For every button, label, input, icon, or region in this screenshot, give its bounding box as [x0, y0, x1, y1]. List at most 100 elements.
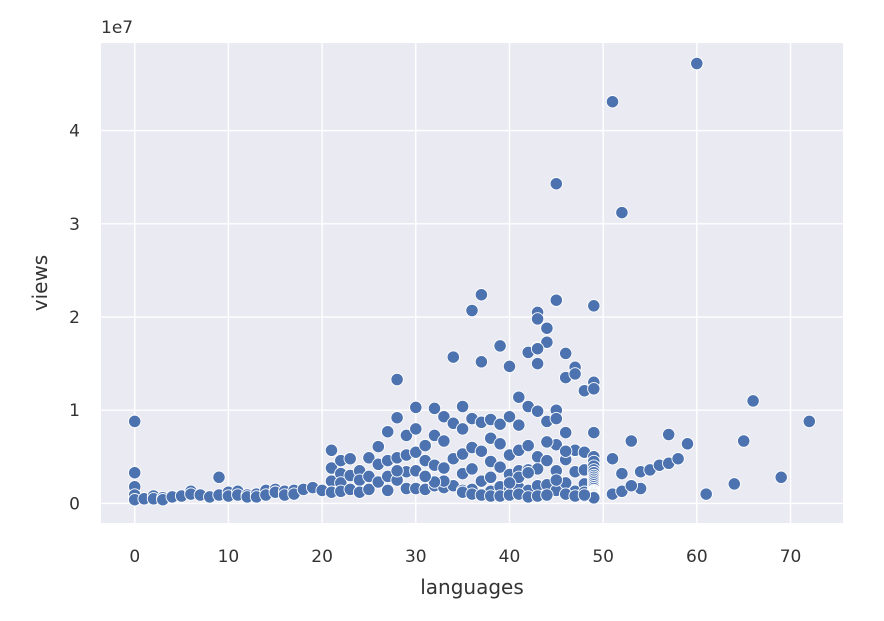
data-point	[624, 434, 638, 448]
data-point	[559, 425, 573, 440]
data-point	[671, 452, 685, 466]
data-point	[427, 401, 442, 416]
data-point	[418, 438, 432, 453]
x-tick-label: 50	[592, 547, 614, 567]
data-point	[624, 479, 638, 493]
data-point	[465, 303, 479, 318]
data-point	[493, 339, 507, 353]
data-point	[484, 470, 498, 484]
data-point	[381, 425, 395, 439]
y-tick-labels: 0 1 2 3 4	[69, 122, 80, 515]
data-point	[409, 400, 423, 415]
data-point	[540, 488, 554, 502]
data-point	[418, 469, 432, 484]
x-tick-label: 30	[405, 547, 427, 567]
data-point	[737, 434, 751, 448]
data-point	[474, 288, 489, 302]
scatter-points	[128, 56, 816, 507]
data-point	[502, 476, 517, 490]
data-point	[662, 427, 676, 442]
data-point	[615, 466, 629, 481]
data-point	[381, 483, 395, 498]
data-point	[774, 470, 788, 484]
y-tick-label: 0	[69, 494, 80, 514]
data-point	[559, 346, 573, 361]
data-point	[390, 372, 404, 387]
y-tick-label: 4	[69, 122, 80, 142]
data-point	[746, 394, 760, 408]
x-tick-label: 10	[218, 547, 240, 567]
data-point	[455, 422, 470, 436]
data-point	[324, 443, 339, 457]
data-point	[437, 461, 451, 475]
data-point	[540, 335, 554, 349]
data-point	[512, 390, 526, 404]
data-point	[512, 418, 526, 432]
data-point	[362, 451, 376, 465]
data-point	[521, 438, 535, 453]
x-tick-label: 0	[129, 547, 140, 567]
data-point	[540, 321, 554, 335]
data-point	[540, 453, 554, 468]
data-point	[587, 299, 601, 313]
data-point	[587, 425, 601, 440]
data-point	[343, 452, 357, 466]
data-point	[212, 470, 226, 484]
data-point	[437, 410, 451, 424]
data-point	[493, 437, 507, 451]
data-point	[128, 466, 142, 480]
y-tick-label: 1	[69, 401, 80, 421]
data-point	[437, 434, 451, 448]
data-point	[390, 411, 404, 425]
data-point	[802, 414, 816, 429]
data-point	[493, 417, 507, 431]
data-point	[727, 477, 741, 491]
data-point	[549, 177, 563, 191]
data-point	[530, 404, 545, 418]
y-tick-label: 3	[69, 215, 80, 235]
data-point	[577, 488, 592, 502]
data-point	[493, 460, 507, 474]
x-tick-label: 20	[311, 547, 333, 567]
data-point	[474, 355, 489, 369]
data-point	[587, 382, 601, 396]
x-tick-labels: 0 10 20 30 40 50 60 70	[129, 547, 801, 567]
data-point	[680, 437, 695, 451]
data-point	[474, 444, 489, 458]
data-point	[409, 422, 423, 436]
data-point	[409, 445, 423, 459]
y-tick-label: 2	[69, 308, 80, 328]
data-point	[465, 462, 479, 476]
data-point	[615, 205, 629, 220]
data-point	[549, 293, 563, 307]
data-point	[502, 359, 517, 374]
data-point	[128, 414, 142, 429]
x-tick-label: 60	[686, 547, 708, 567]
data-point	[605, 452, 620, 466]
data-point	[530, 342, 545, 356]
data-point	[559, 444, 573, 458]
data-point	[455, 447, 470, 461]
data-point	[362, 482, 376, 497]
data-point	[530, 312, 545, 326]
data-point	[605, 95, 620, 109]
data-point	[371, 439, 385, 454]
data-point	[502, 410, 517, 424]
data-point	[699, 487, 713, 501]
x-tick-label: 40	[499, 547, 521, 567]
data-point	[446, 350, 460, 364]
data-point	[521, 466, 535, 480]
data-point	[390, 464, 404, 478]
data-point	[690, 56, 704, 71]
data-point	[549, 411, 563, 426]
data-point	[530, 356, 545, 371]
x-tick-label: 70	[780, 547, 802, 567]
data-point	[399, 428, 414, 443]
data-point	[540, 435, 554, 449]
data-point	[568, 367, 582, 381]
data-point	[549, 473, 563, 487]
y-axis-label: views	[28, 255, 52, 311]
y-offset-label: 1e7	[101, 18, 133, 38]
x-axis-label: languages	[420, 575, 524, 599]
